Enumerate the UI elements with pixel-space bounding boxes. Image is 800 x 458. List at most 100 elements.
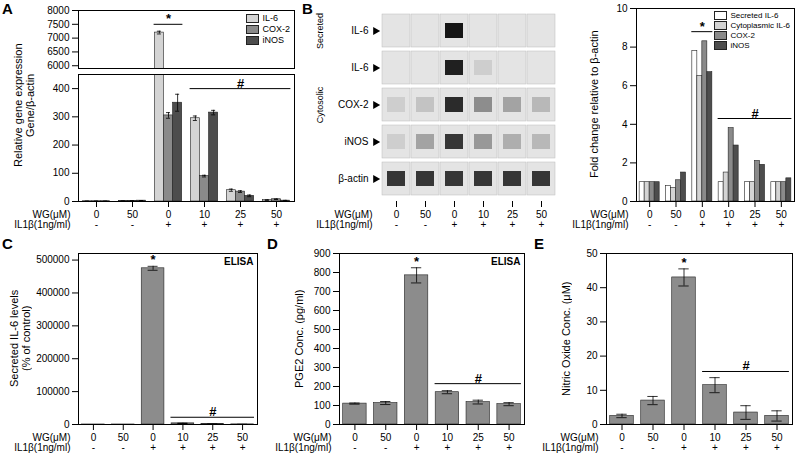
svg-text:WG(μM)IL1β(1ng/ml): WG(μM)IL1β(1ng/ml)	[316, 209, 372, 230]
svg-text:30: 30	[586, 316, 598, 327]
svg-text:500: 500	[314, 324, 331, 335]
svg-text:*: *	[166, 11, 172, 26]
svg-text:Secreted: Secreted	[315, 13, 325, 49]
svg-text:200: 200	[314, 381, 331, 392]
svg-text:ELISA: ELISA	[491, 256, 520, 267]
svg-text:IL-6: IL-6	[351, 62, 369, 73]
svg-text:25+: 25+	[235, 209, 247, 230]
svg-text:20: 20	[586, 350, 598, 361]
svg-text:100: 100	[53, 167, 70, 178]
svg-text:β-actin: β-actin	[338, 173, 368, 184]
svg-text:IL-6: IL-6	[351, 25, 369, 36]
svg-text:400: 400	[314, 343, 331, 354]
svg-text:*: *	[414, 254, 420, 269]
svg-text:#: #	[209, 404, 217, 419]
svg-text:WG(μM)IL1β(1ng/ml): WG(μM)IL1β(1ng/ml)	[572, 209, 628, 230]
svg-text:200000: 200000	[36, 353, 70, 364]
svg-text:50-: 50-	[647, 432, 659, 453]
svg-text:0+: 0+	[414, 432, 420, 453]
svg-text:6500: 6500	[47, 46, 70, 57]
svg-text:0: 0	[325, 419, 331, 430]
svg-text:40: 40	[586, 282, 598, 293]
svg-text:900: 900	[314, 248, 331, 259]
svg-text:25+: 25+	[507, 209, 519, 230]
svg-text:8: 8	[622, 41, 628, 52]
svg-text:500000: 500000	[36, 254, 70, 265]
svg-text:100000: 100000	[36, 386, 70, 397]
svg-text:10+: 10+	[199, 209, 211, 230]
svg-text:*: *	[681, 255, 687, 270]
svg-text:300: 300	[53, 111, 70, 122]
svg-text:*: *	[151, 252, 157, 267]
svg-text:ELISA: ELISA	[224, 256, 253, 267]
svg-text:10+: 10+	[478, 209, 490, 230]
svg-text:10: 10	[586, 385, 598, 396]
svg-text:10+: 10+	[723, 209, 735, 230]
svg-text:7500: 7500	[47, 19, 70, 30]
svg-text:*: *	[700, 19, 706, 34]
svg-text:50-: 50-	[420, 209, 432, 230]
svg-text:0: 0	[64, 419, 70, 430]
svg-text:25+: 25+	[207, 432, 219, 453]
svg-text:400: 400	[53, 83, 70, 94]
svg-text:50+: 50+	[536, 209, 548, 230]
svg-text:#: #	[237, 76, 245, 91]
svg-text:0-: 0-	[91, 432, 97, 453]
svg-text:50+: 50+	[271, 209, 283, 230]
svg-text:4: 4	[622, 119, 628, 130]
svg-text:200: 200	[53, 139, 70, 150]
svg-text:#: #	[742, 358, 750, 373]
svg-text:2: 2	[622, 157, 628, 168]
svg-text:0-: 0-	[647, 209, 653, 230]
svg-text:50+: 50+	[776, 209, 788, 230]
svg-text:50-: 50-	[380, 432, 392, 453]
svg-text:50: 50	[586, 248, 598, 259]
svg-text:300000: 300000	[36, 320, 70, 331]
svg-text:WG(μM)IL1β(1ng/ml): WG(μM)IL1β(1ng/ml)	[14, 432, 70, 453]
svg-text:25+: 25+	[749, 209, 761, 230]
svg-text:0-: 0-	[619, 432, 625, 453]
svg-text:6: 6	[622, 80, 628, 91]
svg-text:10+: 10+	[177, 432, 189, 453]
svg-text:6000: 6000	[47, 60, 70, 71]
svg-text:0: 0	[592, 419, 598, 430]
svg-text:50+: 50+	[504, 432, 516, 453]
svg-text:300: 300	[314, 362, 331, 373]
html-text:Relative gene expression Gene/: Relative gene expression Gene/β-actin	[12, 43, 36, 168]
svg-text:0-: 0-	[352, 432, 358, 453]
svg-text:50-: 50-	[127, 209, 139, 230]
svg-text:50+: 50+	[237, 432, 249, 453]
svg-text:800: 800	[314, 267, 331, 278]
svg-text:WG(μM)IL1β(1ng/ml): WG(μM)IL1β(1ng/ml)	[14, 209, 70, 230]
svg-text:700: 700	[314, 286, 331, 297]
svg-text:25+: 25+	[473, 432, 485, 453]
svg-text:50-: 50-	[118, 432, 130, 453]
svg-text:10: 10	[616, 3, 628, 14]
svg-text:7000: 7000	[47, 32, 70, 43]
svg-text:10+: 10+	[709, 432, 721, 453]
svg-text:25+: 25+	[740, 432, 752, 453]
svg-text:0+: 0+	[452, 209, 458, 230]
svg-text:COX-2: COX-2	[338, 99, 369, 110]
svg-text:WG(μM)IL1β(1ng/ml): WG(μM)IL1β(1ng/ml)	[275, 432, 331, 453]
svg-text:50-: 50-	[670, 209, 682, 230]
svg-text:0+: 0+	[681, 432, 687, 453]
svg-text:0: 0	[64, 196, 70, 207]
svg-text:8000: 8000	[47, 5, 70, 16]
svg-text:iNOS: iNOS	[345, 136, 369, 147]
svg-text:0: 0	[622, 196, 628, 207]
svg-text:50+: 50+	[771, 432, 783, 453]
svg-text:WG(μM)IL1β(1ng/ml): WG(μM)IL1β(1ng/ml)	[542, 432, 598, 453]
svg-text:#: #	[751, 106, 759, 121]
svg-text:0-: 0-	[394, 209, 400, 230]
svg-text:#: #	[475, 371, 483, 386]
svg-text:600: 600	[314, 305, 331, 316]
svg-text:Cytosolic: Cytosolic	[315, 86, 325, 123]
svg-text:0+: 0+	[150, 432, 156, 453]
svg-text:0+: 0+	[699, 209, 705, 230]
svg-text:400000: 400000	[36, 287, 70, 298]
svg-text:10+: 10+	[442, 432, 454, 453]
svg-text:0+: 0+	[166, 209, 172, 230]
svg-text:0-: 0-	[94, 209, 100, 230]
svg-text:100: 100	[314, 400, 331, 411]
